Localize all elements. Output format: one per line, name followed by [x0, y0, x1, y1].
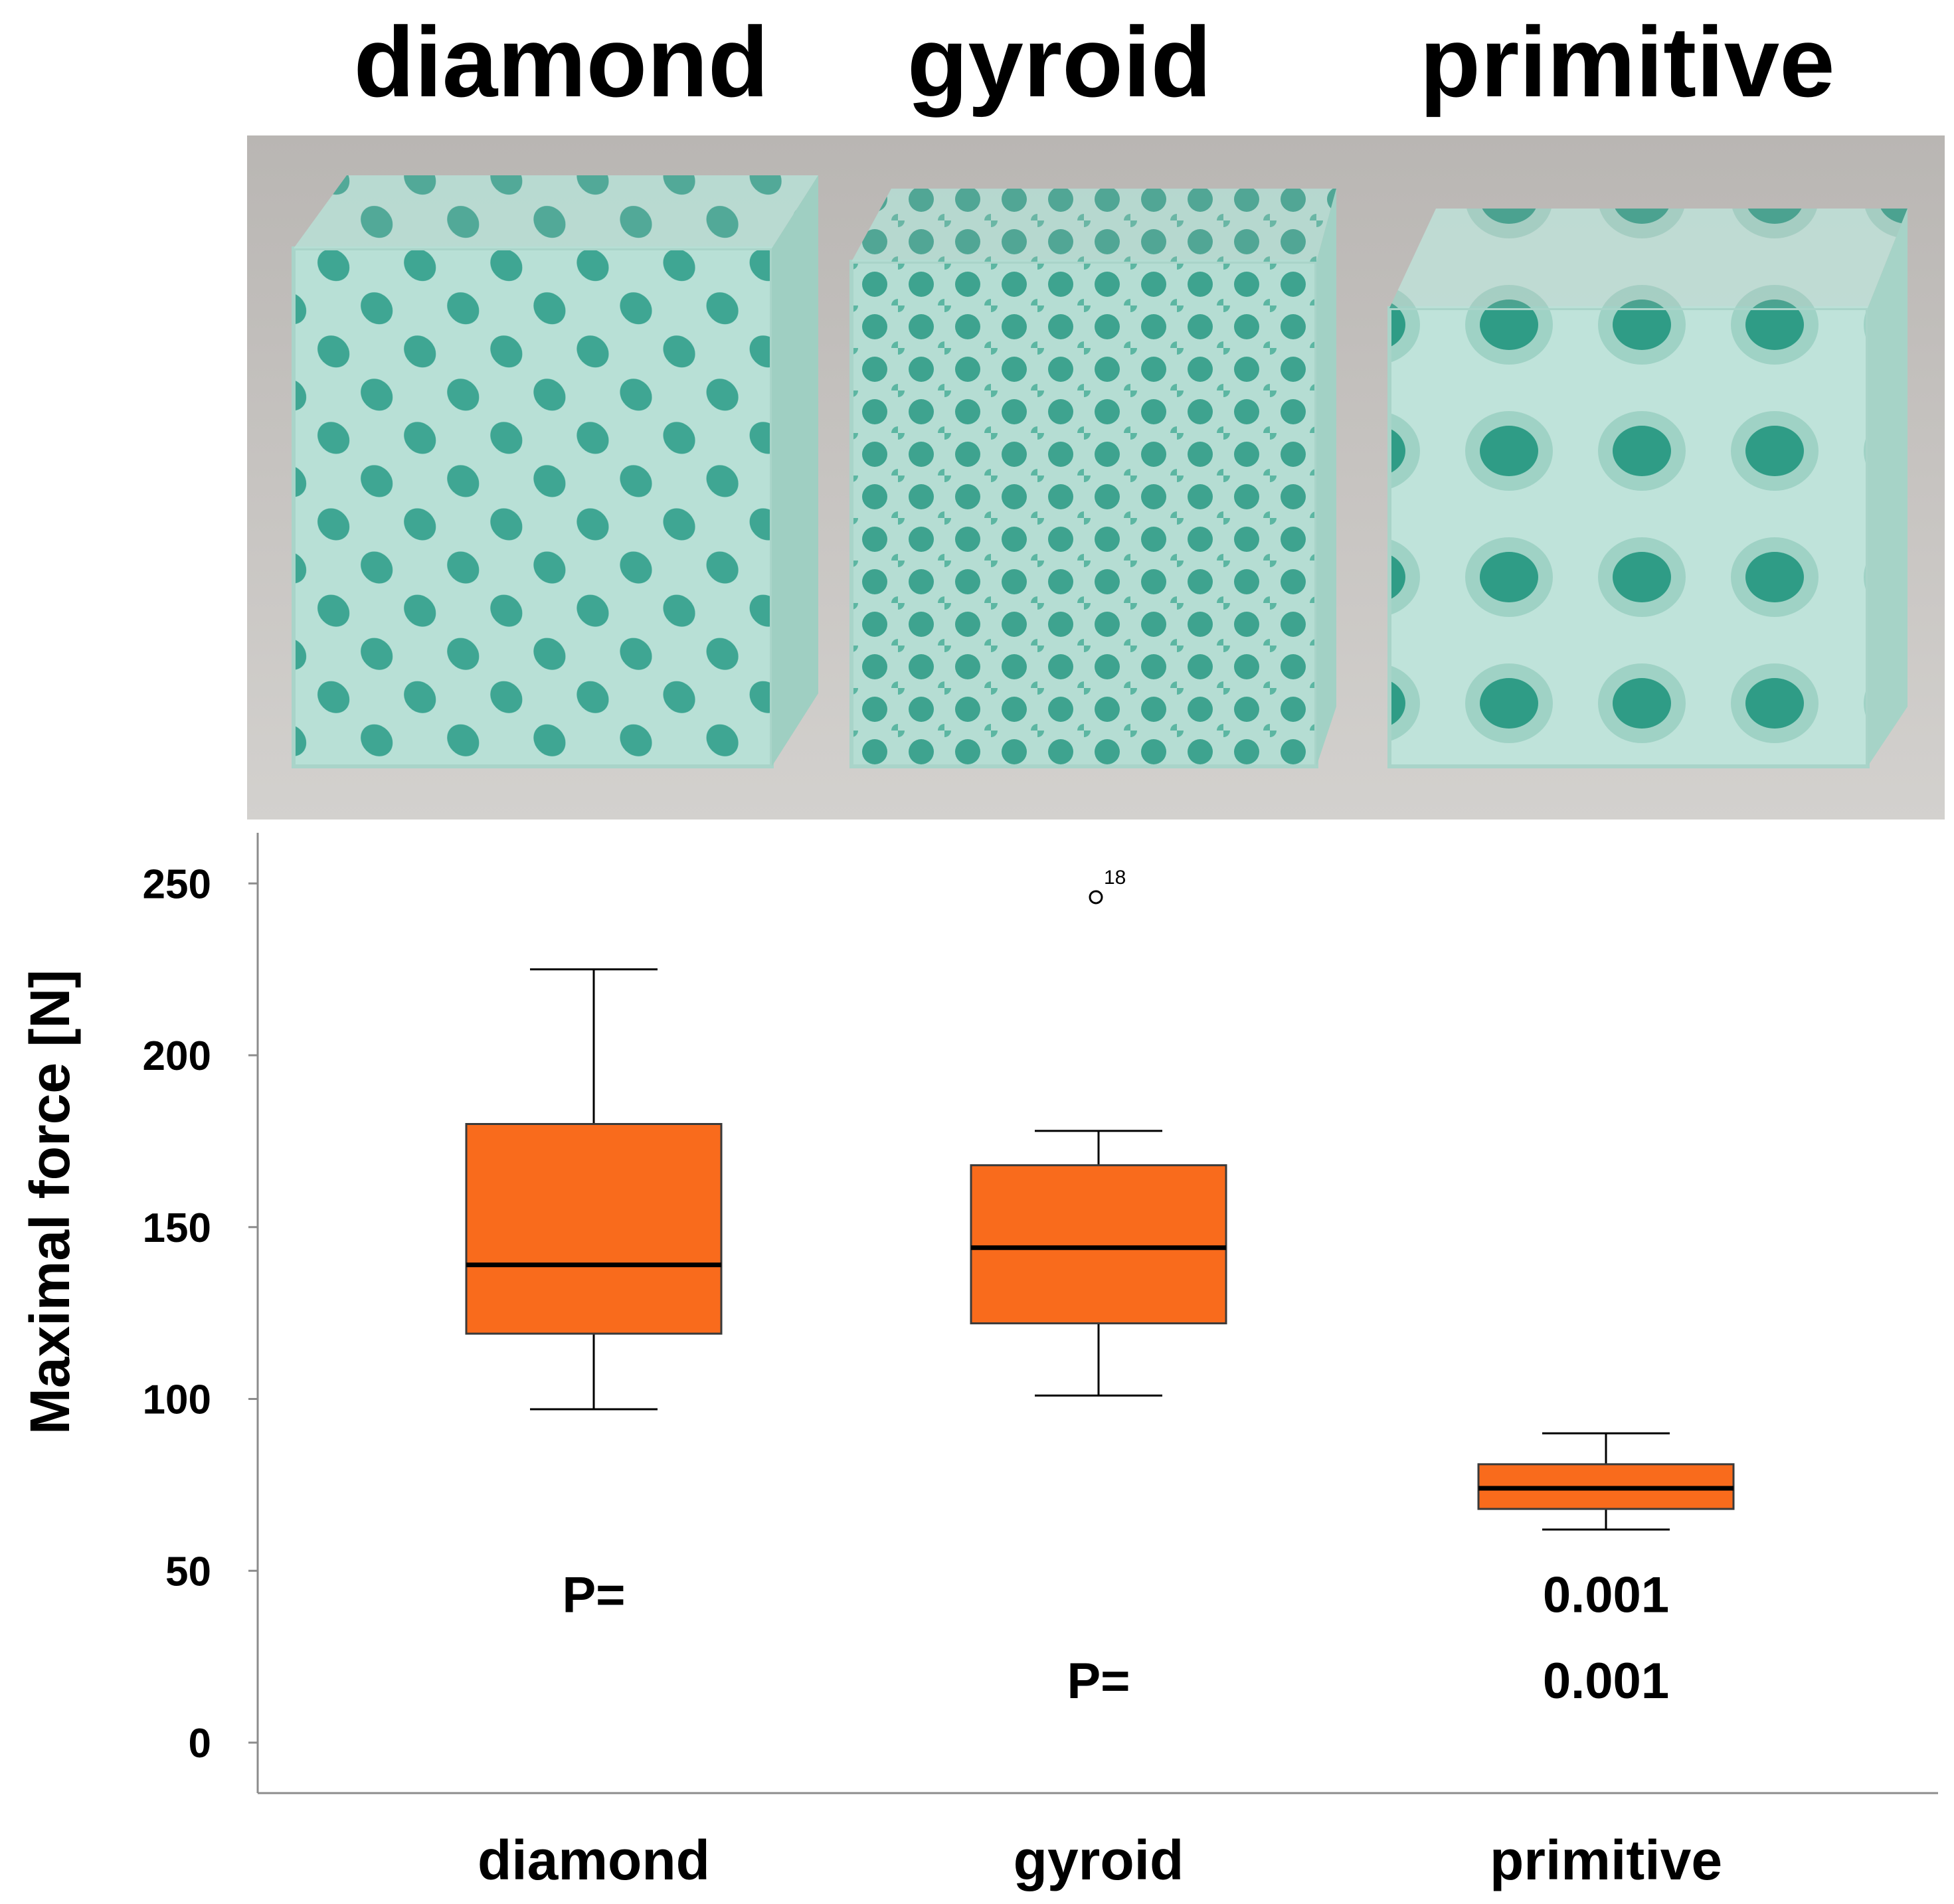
- x-category-label-primitive: primitive: [1490, 1829, 1722, 1891]
- box-diamond: [465, 968, 723, 1411]
- specimen-photo: [247, 135, 1945, 820]
- y-axis-label: Maximal force [N]: [19, 970, 81, 1434]
- y-tick-label-150: 150: [143, 1205, 211, 1251]
- annotation-3: 0.001: [1543, 1653, 1669, 1709]
- iqr-box-diamond: [465, 1123, 723, 1335]
- gyroid-lattice-cube: [849, 189, 1336, 768]
- annotation-2: P=: [1067, 1653, 1130, 1709]
- y-tick-label-0: 0: [189, 1721, 211, 1767]
- iqr-box-gyroid: [970, 1164, 1227, 1325]
- specimen-photo-drawing: [292, 175, 1908, 768]
- header-label-primitive: primitive: [1419, 6, 1835, 118]
- header-label-diamond: diamond: [353, 6, 769, 118]
- outlier-gyroid-0: [1089, 890, 1103, 905]
- x-category-label-gyroid: gyroid: [1014, 1829, 1184, 1891]
- outlier-label-gyroid-0: 18: [1104, 867, 1126, 889]
- annotation-0: P=: [562, 1567, 625, 1623]
- x-category-label-diamond: diamond: [478, 1829, 710, 1891]
- annotation-1: 0.001: [1543, 1567, 1669, 1623]
- y-tick-label-50: 50: [165, 1549, 211, 1595]
- header-label-gyroid: gyroid: [907, 6, 1212, 118]
- box-gyroid: 18: [970, 867, 1227, 1397]
- y-tick-label-250: 250: [143, 861, 211, 907]
- box-primitive: [1477, 1432, 1735, 1531]
- y-tick-label-200: 200: [143, 1033, 211, 1079]
- primitive-lattice-cube: [1387, 209, 1908, 768]
- diamond-lattice-cube: [292, 175, 818, 768]
- y-tick-label-100: 100: [143, 1377, 211, 1423]
